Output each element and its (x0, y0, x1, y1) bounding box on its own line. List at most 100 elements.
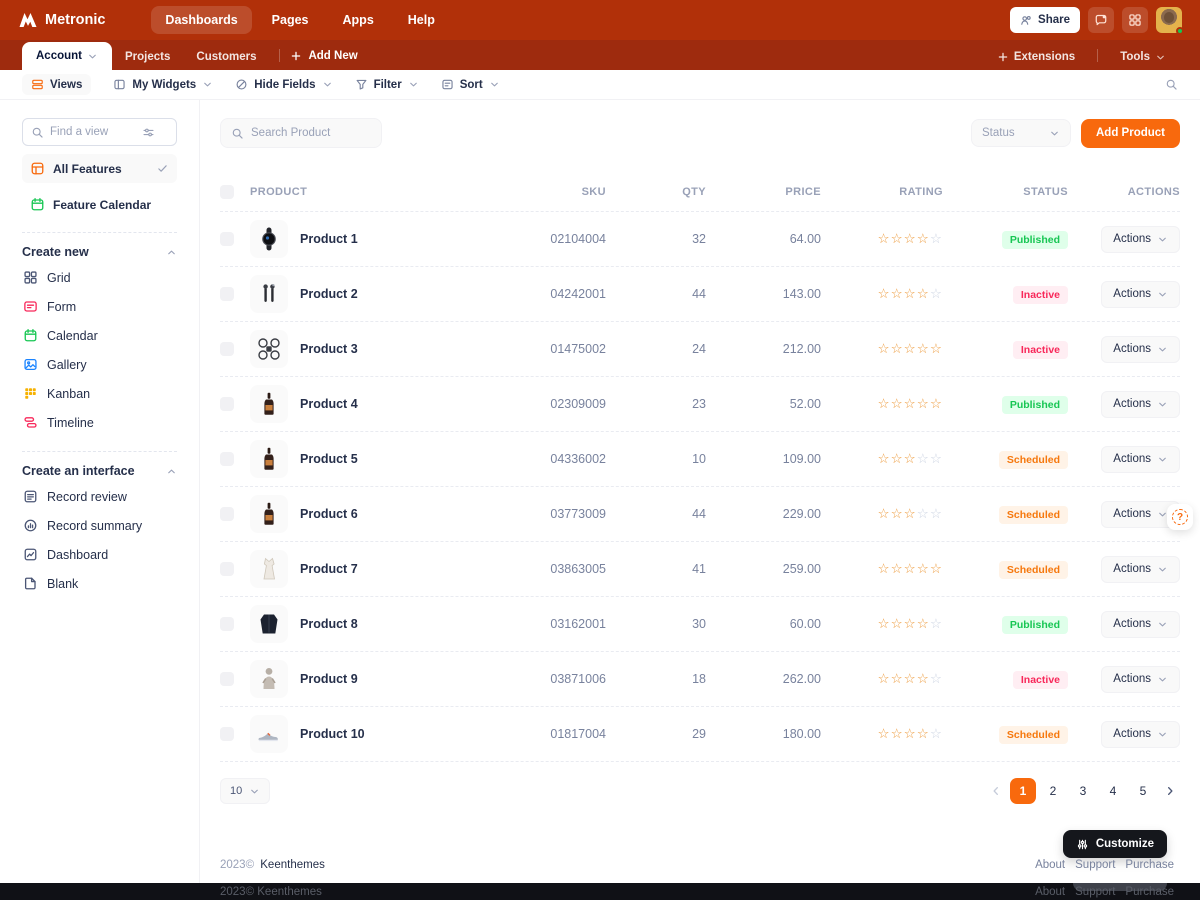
status-filter-select[interactable]: Status (971, 119, 1071, 147)
help-button[interactable]: ? (1167, 504, 1193, 530)
topnav-item-dashboards[interactable]: Dashboards (151, 6, 252, 34)
product-search[interactable] (220, 118, 382, 148)
sidebar-item-blank[interactable]: Blank (22, 569, 177, 598)
topnav-item-apps[interactable]: Apps (342, 13, 374, 27)
product-search-input[interactable] (251, 127, 361, 139)
chat-button[interactable] (1088, 7, 1114, 33)
find-view-input[interactable] (50, 126, 136, 138)
column-header-price[interactable]: PRICE (785, 185, 821, 198)
actions-dropdown-button[interactable]: Actions (1101, 225, 1180, 253)
row-checkbox[interactable] (220, 562, 234, 576)
row-checkbox[interactable] (220, 507, 234, 521)
toolbar-item-my-widgets[interactable]: My Widgets (113, 78, 213, 91)
previous-page-button[interactable] (986, 781, 1006, 801)
product-name-link[interactable]: Product 3 (300, 342, 358, 356)
section-heading-create-new[interactable]: Create new (22, 245, 177, 259)
company-link[interactable]: Keenthemes (260, 859, 325, 871)
column-header-status[interactable]: STATUS (1023, 185, 1068, 198)
section-heading-create-an-interface[interactable]: Create an interface (22, 464, 177, 478)
page-button-4[interactable]: 4 (1109, 784, 1117, 798)
row-checkbox[interactable] (220, 727, 234, 741)
next-page-button[interactable] (1160, 781, 1180, 801)
topnav-item-help[interactable]: Help (407, 13, 435, 27)
navbar-tab-projects[interactable]: Projects (112, 44, 183, 70)
actions-dropdown-button[interactable]: Actions (1101, 610, 1180, 638)
navbar-tab-account[interactable]: Account (22, 42, 112, 70)
add-new-button[interactable]: Add New (290, 50, 358, 70)
product-name-link[interactable]: Product 6 (300, 507, 358, 521)
sidebar-view-all-features[interactable]: All Features (22, 154, 177, 183)
actions-dropdown-button[interactable]: Actions (1101, 280, 1180, 308)
metronic-logo[interactable]: Metronic (18, 11, 105, 29)
column-header-sku[interactable]: SKU (581, 185, 606, 198)
sidebar-item-gallery[interactable]: Gallery (22, 350, 177, 379)
sidebar-item-record-summary[interactable]: Record summary (22, 511, 177, 540)
product-name-link[interactable]: Product 5 (300, 452, 358, 466)
sidebar-item-kanban[interactable]: Kanban (22, 379, 177, 408)
toolbar-item-hide-fields[interactable]: Hide Fields (235, 78, 332, 91)
product-name-link[interactable]: Product 4 (300, 397, 358, 411)
rating-stars: ☆☆☆☆☆ (821, 286, 943, 302)
product-name-link[interactable]: Product 1 (300, 232, 358, 246)
toolbar-search-button[interactable] (1165, 78, 1178, 91)
row-checkbox[interactable] (220, 397, 234, 411)
actions-dropdown-button[interactable]: Actions (1101, 720, 1180, 748)
page-button-3[interactable]: 3 (1079, 784, 1087, 798)
user-avatar[interactable] (1156, 7, 1184, 35)
product-name-link[interactable]: Product 7 (300, 562, 358, 576)
adjustments-icon[interactable] (142, 126, 155, 139)
row-checkbox[interactable] (220, 232, 234, 246)
views-button[interactable]: Views (22, 74, 92, 95)
checkbox[interactable] (220, 184, 234, 199)
extensions-button[interactable]: Extensions (985, 44, 1087, 70)
page-size-select[interactable]: 10 (220, 778, 271, 804)
column-header-actions[interactable]: ACTIONS (1127, 185, 1180, 198)
actions-dropdown-button[interactable]: Actions (1101, 665, 1180, 693)
actions-dropdown-button[interactable]: Actions (1101, 500, 1180, 528)
row-checkbox[interactable] (220, 672, 234, 686)
sidebar-item-record-review[interactable]: Record review (22, 482, 177, 511)
actions-dropdown-button[interactable]: Actions (1101, 445, 1180, 473)
toolbar-item-sort[interactable]: Sort (441, 78, 500, 91)
toolbar-item-filter[interactable]: Filter (355, 78, 419, 91)
column-header-product[interactable]: PRODUCT (250, 185, 308, 198)
footer-link-purchase[interactable]: Purchase (1125, 859, 1174, 871)
page-button-1[interactable]: 1 (1010, 778, 1036, 804)
sidebar-item-dashboard[interactable]: Dashboard (22, 540, 177, 569)
find-view-search[interactable] (22, 118, 177, 146)
select-all-checkbox[interactable] (220, 184, 250, 199)
star-filled-icon: ☆ (877, 616, 891, 631)
actions-dropdown-button[interactable]: Actions (1101, 390, 1180, 418)
sidebar-item-grid[interactable]: Grid (22, 263, 177, 292)
row-checkbox[interactable] (220, 617, 234, 631)
actions-dropdown-button[interactable]: Actions (1101, 335, 1180, 363)
sidebar-item-form[interactable]: Form (22, 292, 177, 321)
add-product-button[interactable]: Add Product (1081, 118, 1180, 148)
footer-link-support[interactable]: Support (1075, 859, 1116, 871)
page-button-5[interactable]: 5 (1139, 784, 1147, 798)
column-header-qty[interactable]: QTY (682, 185, 706, 198)
actions-dropdown-button[interactable]: Actions (1101, 555, 1180, 583)
chevron-down-icon (1157, 509, 1168, 520)
sidebar-view-feature-calendar[interactable]: Feature Calendar (22, 191, 177, 218)
row-checkbox[interactable] (220, 287, 234, 301)
sidebar-item-calendar[interactable]: Calendar (22, 321, 177, 350)
page-button-2[interactable]: 2 (1049, 784, 1057, 798)
product-name-link[interactable]: Product 9 (300, 672, 358, 686)
tools-dropdown[interactable]: Tools (1108, 44, 1178, 70)
product-name-link[interactable]: Product 8 (300, 617, 358, 631)
actions-cell: Actions (1068, 610, 1180, 638)
row-checkbox[interactable] (220, 342, 234, 356)
row-checkbox[interactable] (220, 452, 234, 466)
footer-link-about[interactable]: About (1035, 859, 1066, 871)
share-button[interactable]: Share (1010, 7, 1080, 33)
customize-button[interactable]: Customize (1062, 830, 1167, 858)
status-cell: Scheduled (943, 560, 1068, 579)
column-header-rating[interactable]: RATING (899, 185, 943, 198)
sidebar-item-timeline[interactable]: Timeline (22, 408, 177, 437)
navbar-tab-customers[interactable]: Customers (183, 44, 269, 70)
product-name-link[interactable]: Product 10 (300, 727, 365, 741)
apps-launcher-button[interactable] (1122, 7, 1148, 33)
product-name-link[interactable]: Product 2 (300, 287, 358, 301)
topnav-item-pages[interactable]: Pages (271, 13, 309, 27)
